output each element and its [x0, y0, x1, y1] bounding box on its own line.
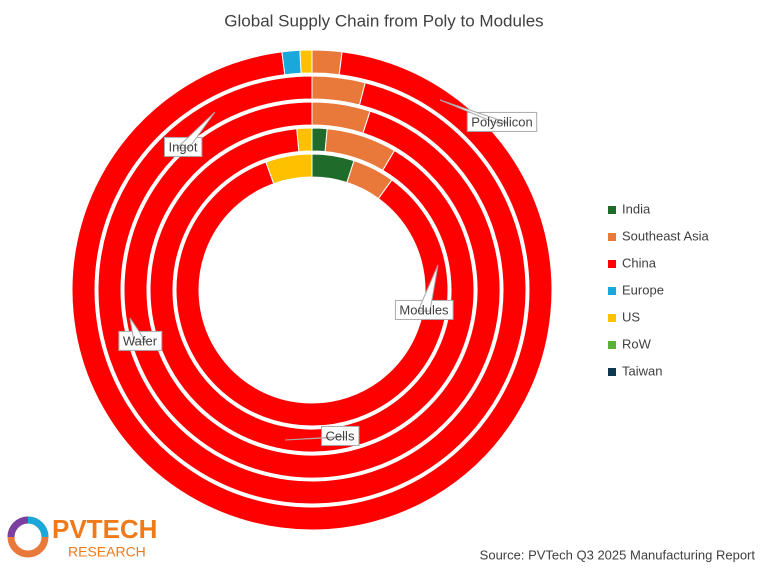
- ring-segment: [311, 75, 366, 106]
- ring-segment: [175, 161, 449, 427]
- callout-pointer: [175, 111, 216, 149]
- callout-pointer: [439, 99, 509, 124]
- chart-title: Global Supply Chain from Poly to Modules: [224, 11, 543, 30]
- ring-label: Polysilicon: [471, 114, 532, 129]
- ring-segment: [311, 49, 343, 76]
- logo-icon: [7, 516, 49, 558]
- callout-pointer: [284, 436, 347, 441]
- ring-label: Ingot: [169, 139, 198, 154]
- ring-label: Wafer: [123, 333, 158, 348]
- source-note: Source: PVTech Q3 2025 Manufacturing Rep…: [480, 547, 756, 562]
- callout-pointer: [417, 264, 439, 312]
- ring-label: Modules: [399, 302, 449, 317]
- ring-segment: [71, 51, 553, 531]
- ring-segment: [97, 75, 527, 505]
- legend-swatch: [608, 206, 616, 214]
- legend-label: India: [622, 201, 651, 216]
- legend-label: Taiwan: [622, 363, 662, 378]
- callout-pointer: [129, 317, 147, 343]
- legend-swatch: [608, 341, 616, 349]
- legend-swatch: [608, 260, 616, 268]
- ring-label: Cells: [326, 428, 355, 443]
- legend-swatch: [608, 233, 616, 241]
- legend-label: US: [622, 309, 640, 324]
- ring-label-box: [321, 425, 360, 446]
- ring-segment: [296, 127, 313, 153]
- logo-text: PVTECH: [52, 514, 157, 544]
- legend-swatch: [608, 368, 616, 376]
- legend-label: Europe: [622, 282, 664, 297]
- ring-segment: [123, 101, 501, 479]
- legend-label: RoW: [622, 336, 652, 351]
- ring-segment: [299, 49, 313, 74]
- ring-segment: [311, 153, 355, 184]
- ring-segment: [265, 153, 313, 185]
- legend-swatch: [608, 287, 616, 295]
- ring-segment: [149, 128, 475, 453]
- legend-label: Southeast Asia: [622, 228, 709, 243]
- ring-segment: [281, 49, 302, 76]
- logo-subtext: RESEARCH: [68, 544, 146, 560]
- legend-swatch: [608, 314, 616, 322]
- legend-label: China: [622, 255, 657, 270]
